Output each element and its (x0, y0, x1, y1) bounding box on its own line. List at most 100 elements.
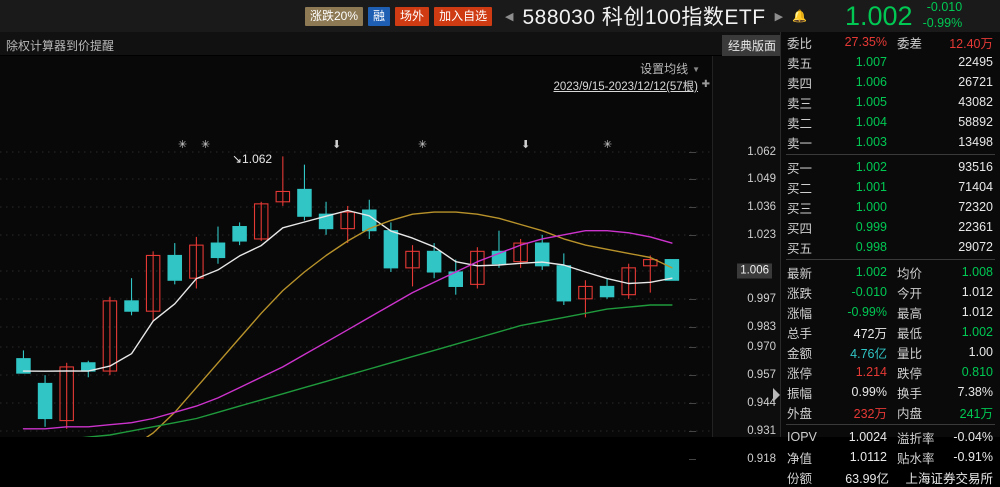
event-marker-icon[interactable]: ⬇ (332, 139, 342, 151)
ask-volume: 58892 (958, 115, 993, 129)
axis-tick-dash (689, 327, 697, 328)
pin-icon[interactable]: ✚ (701, 79, 710, 90)
price-axis-tick: 0.944 (689, 397, 776, 409)
price-axis-tick: 1.062 (689, 146, 776, 158)
ask-label: 卖三 (787, 96, 813, 111)
axis-tick-dash (689, 459, 697, 460)
stat-row: 金额 4.76亿 量比 1.00 (781, 342, 1000, 362)
tab-classic-layout[interactable]: 经典版面 (722, 35, 783, 57)
bid-row[interactable]: 买一 1.002 93516 (781, 157, 1000, 177)
book-divider (786, 154, 995, 155)
tool-exrights-calculator[interactable]: 除权计算器 (6, 39, 67, 53)
ask-price: 1.003 (855, 135, 887, 149)
axis-tick-dash (689, 375, 697, 376)
app-header: 涨跌20% 融 场外 加入自选 ◀ 588030 科创100指数ETF ▶ 🔔 … (0, 0, 1000, 32)
order-ratio-row: 委比 27.35% 委差 12.40万 (781, 32, 1000, 52)
price-axis-tick: 0.918 (689, 453, 776, 465)
ask-row[interactable]: 卖二 1.004 58892 (781, 112, 1000, 132)
last-price: 1.002 (845, 0, 913, 31)
stat-row: 涨幅 -0.99% 最高 1.012 (781, 302, 1000, 322)
axis-tick-dash (689, 403, 697, 404)
event-marker-icon[interactable]: ✳ (418, 139, 428, 151)
change-group: -0.010 -0.99% (923, 0, 963, 31)
bid-row[interactable]: 买二 1.001 71404 (781, 177, 1000, 197)
stat-value-2: 7.38% (957, 385, 993, 399)
candlestick-chart[interactable]: 设置均线 ▼ 2023/9/15-2023/12/12(57根) ✚ ↘1.062… (0, 56, 712, 437)
bid-row[interactable]: 买五 0.998 29072 (781, 237, 1000, 257)
stat-value: 1.214 (855, 365, 887, 379)
change-percent: -0.99% (922, 16, 963, 30)
fund-rows: IOPV 1.0024 溢折率 -0.04% 净值 1.0112 贴水率 -0.91% (781, 427, 1000, 467)
stat-label: IOPV (787, 430, 817, 444)
stat-row: 总手 472万 最低 1.002 (781, 322, 1000, 342)
stat-label-2: 今开 (897, 286, 923, 301)
chart-canvas (0, 151, 712, 437)
ask-label: 卖一 (787, 136, 813, 151)
stat-value-2: 1.012 (961, 285, 993, 299)
symbol-code-name: 588030 科创100指数ETF (522, 6, 766, 29)
stat-value-2: 1.00 (968, 345, 993, 359)
shares-exchange-row: 份额 63.99亿 上海证券交易所 (781, 467, 1000, 487)
exchange-name: 上海证券交易所 (905, 471, 993, 486)
price-axis-tick: 0.970 (689, 341, 776, 353)
price-axis-tick: 0.931 (689, 425, 776, 437)
date-range-label[interactable]: 2023/9/15-2023/12/12(57根) (553, 81, 699, 93)
next-symbol-arrow-icon[interactable]: ▶ (774, 10, 784, 23)
price-axis-tick: 0.997 (689, 293, 776, 305)
tool-price-alert[interactable]: 到价提醒 (66, 39, 115, 53)
bid-row[interactable]: 买三 1.000 72320 (781, 197, 1000, 217)
prev-symbol-arrow-icon[interactable]: ◀ (505, 10, 514, 23)
price-axis-tick: 1.023 (689, 229, 776, 241)
event-marker-icon[interactable]: ✳ (178, 139, 188, 151)
price-axis-tick: 0.957 (689, 369, 776, 381)
ma-settings-label: 设置均线 (640, 62, 689, 76)
bid-row[interactable]: 买四 0.999 22361 (781, 217, 1000, 237)
ask-row[interactable]: 卖一 1.003 13498 (781, 132, 1000, 152)
event-marker-icon[interactable]: ✳ (603, 139, 613, 151)
price-axis-tick: 1.036 (689, 201, 776, 213)
stat-value: 1.0024 (848, 430, 887, 444)
stat-label-2: 跌停 (897, 366, 923, 381)
bid-price: 1.002 (855, 160, 887, 174)
bid-volume: 93516 (958, 160, 993, 174)
stat-value-2: 1.002 (961, 325, 993, 339)
change-absolute: -0.010 (926, 0, 963, 15)
bid-volume: 71404 (958, 180, 993, 194)
ask-volume: 26721 (958, 75, 993, 89)
bid-price: 0.998 (855, 240, 887, 254)
bid-price: 1.000 (855, 200, 887, 214)
price-axis: 1.062 1.049 1.036 1.023 1.006 0.997 0.983 0.970… (689, 56, 780, 465)
stat-label: 最新 (787, 266, 813, 281)
axis-tick-dash (689, 347, 697, 348)
stat-row: 涨停 1.214 跌停 0.810 (781, 362, 1000, 382)
stat-value-2: 1.008 (961, 265, 993, 279)
ask-row[interactable]: 卖四 1.006 26721 (781, 72, 1000, 92)
ask-price: 1.005 (855, 95, 887, 109)
ask-levels: 卖五 1.007 22495 卖四 1.006 26721 卖三 1.005 43082 卖二 1.… (781, 52, 1000, 152)
ma-settings-dropdown[interactable]: 设置均线 ▼ (640, 60, 700, 77)
badge-otc[interactable]: 场外 (395, 7, 430, 26)
stat-label: 涨跌 (787, 286, 813, 301)
event-marker-icon[interactable]: ⬇ (521, 139, 531, 151)
stat-label: 涨幅 (787, 306, 813, 321)
ask-label: 卖四 (787, 76, 813, 91)
ask-row[interactable]: 卖三 1.005 43082 (781, 92, 1000, 112)
axis-drag-handle-icon[interactable] (773, 388, 780, 402)
badge-add-to-watchlist[interactable]: 加入自选 (434, 7, 493, 26)
event-marker-icon[interactable]: ✳ (201, 139, 211, 151)
badge-limit-20pct[interactable]: 涨跌20% (305, 7, 364, 26)
bid-label: 买三 (787, 201, 813, 216)
ask-volume: 43082 (958, 95, 993, 109)
stat-value: 472万 (853, 326, 887, 341)
order-diff-value: 12.40万 (949, 36, 993, 51)
stat-value-2: 1.012 (961, 305, 993, 319)
ask-price: 1.004 (855, 115, 887, 129)
ask-row[interactable]: 卖五 1.007 22495 (781, 52, 1000, 72)
alarm-bell-icon[interactable]: 🔔 (792, 9, 807, 23)
stat-value: 1.002 (855, 265, 887, 279)
axis-tick-dash (689, 152, 697, 153)
ask-label: 卖二 (787, 116, 813, 131)
badge-margin[interactable]: 融 (368, 7, 391, 26)
stat-label-2: 换手 (897, 386, 923, 401)
stat-label: 外盘 (787, 406, 813, 421)
